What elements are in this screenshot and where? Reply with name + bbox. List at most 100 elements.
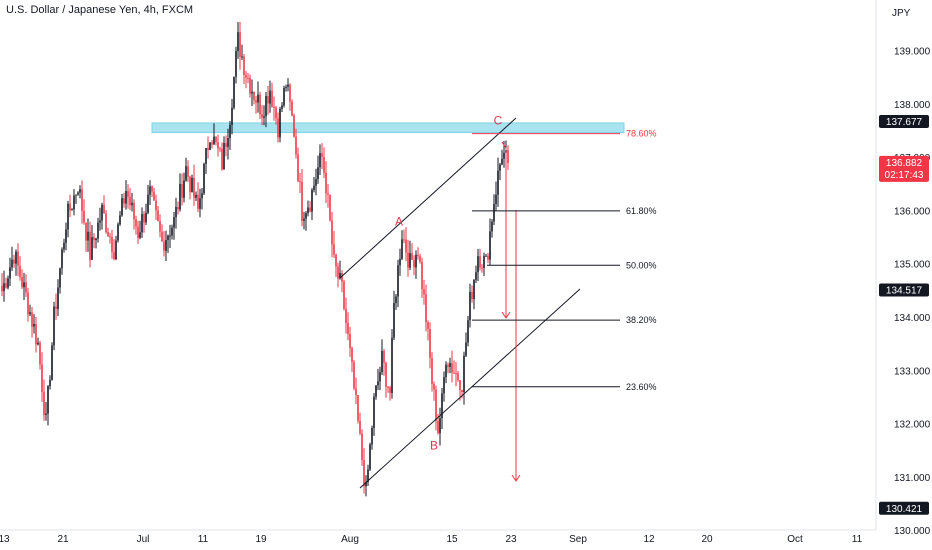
candle-body: [507, 150, 509, 163]
candle-body: [213, 136, 215, 145]
candle-body: [175, 206, 177, 218]
fib-level-label: 61.80%: [626, 206, 657, 216]
candle-body: [251, 91, 253, 94]
candle-body: [235, 51, 237, 77]
candle-body: [223, 143, 225, 170]
price-axis[interactable]: JPY139.000138.000137.000136.000135.00013…: [875, 0, 931, 537]
channel-lower-line[interactable]: [359, 288, 581, 489]
candle-body: [435, 389, 437, 422]
candle-body: [241, 56, 243, 58]
candle-body: [437, 421, 439, 434]
candle-body: [45, 413, 47, 415]
candle-body: [61, 249, 63, 269]
price-tag-countdown: 02:17:43: [885, 170, 924, 181]
candle-body: [173, 217, 175, 228]
candle-body: [343, 281, 345, 309]
y-tick-label: 133.000: [894, 366, 931, 377]
candle-body: [275, 107, 277, 119]
candle-body: [253, 91, 255, 101]
candle-body: [433, 383, 435, 390]
time-axis[interactable]: 13 21 Jul 11 19 Aug 15 23 Sep 12 20 Oct 11: [0, 529, 876, 545]
candle-body: [293, 115, 295, 137]
candle-body: [495, 194, 497, 204]
candle-body: [31, 312, 33, 327]
candle-body: [413, 259, 415, 268]
candle-body: [165, 240, 167, 251]
projection-arrow-short-head: [501, 311, 511, 319]
candle-body: [375, 385, 377, 397]
candle-body: [65, 229, 67, 243]
candle-body: [17, 251, 19, 266]
candle-body: [431, 357, 433, 384]
wave-label-c: C: [494, 113, 503, 127]
candle-body: [199, 198, 201, 209]
candle-body: [191, 177, 193, 193]
price-tag-label: 137.677: [886, 117, 923, 128]
candle-body: [451, 363, 453, 373]
candle-body: [67, 203, 69, 230]
candle-body: [249, 77, 251, 94]
candle-body: [63, 242, 65, 250]
y-tick-label: 138.000: [894, 100, 931, 111]
price-tag-label: 134.517: [886, 285, 923, 296]
candle-body: [95, 238, 97, 241]
candle-body: [271, 90, 273, 108]
candle-body: [269, 90, 271, 104]
channel-upper-line[interactable]: [339, 117, 517, 279]
candle-body: [363, 460, 365, 487]
candle-body: [145, 212, 147, 223]
candle-body: [255, 100, 257, 103]
candle-body: [155, 200, 157, 211]
candle-body: [211, 142, 213, 145]
candle-body: [485, 255, 487, 257]
price-tag-label: 136.882: [886, 158, 923, 169]
candle-body: [7, 278, 9, 288]
candle-body: [265, 95, 267, 117]
y-tick-label: 134.000: [894, 313, 931, 324]
x-tick-label: 13: [0, 534, 10, 545]
candle-body: [427, 322, 429, 330]
candle-body: [503, 152, 505, 159]
currency-label: JPY: [892, 8, 911, 19]
candle-body: [491, 221, 493, 232]
candle-body: [391, 337, 393, 393]
candle-body: [85, 222, 87, 241]
resistance-zone-layer: [151, 122, 625, 134]
candle-body: [79, 189, 81, 193]
x-tick-label: Oct: [787, 534, 803, 545]
candle-body: [419, 255, 421, 262]
candle-body: [465, 342, 467, 356]
candle-body: [153, 191, 155, 201]
candle-body: [141, 213, 143, 233]
candle-body: [9, 267, 11, 279]
candle-body: [315, 179, 317, 186]
y-tick-label: 132.000: [894, 420, 931, 431]
projection-arrow-short[interactable]: [501, 141, 507, 318]
candle-body: [239, 32, 241, 57]
candle-body: [483, 256, 485, 268]
candle-body: [177, 206, 179, 210]
candle-body: [11, 259, 13, 268]
candle-body: [185, 166, 187, 181]
candle-body: [143, 213, 145, 223]
candle-body: [119, 215, 121, 225]
candle-body: [471, 291, 473, 299]
candle-body: [367, 469, 369, 483]
candle-body: [225, 143, 227, 147]
candle-body: [291, 101, 293, 116]
candle-body: [57, 287, 59, 309]
candle-body: [243, 56, 245, 76]
candle-body: [447, 364, 449, 367]
candle-body: [89, 231, 91, 260]
candle-body: [365, 482, 367, 487]
candle-body: [377, 381, 379, 386]
candle-body: [39, 342, 41, 365]
candle-body: [339, 272, 341, 279]
candle-body: [107, 232, 109, 237]
x-tick-label: 23: [505, 534, 517, 545]
candle-body: [193, 177, 195, 198]
candle-body: [261, 114, 263, 118]
candle-body: [147, 194, 149, 213]
resistance-zone[interactable]: [151, 122, 625, 134]
